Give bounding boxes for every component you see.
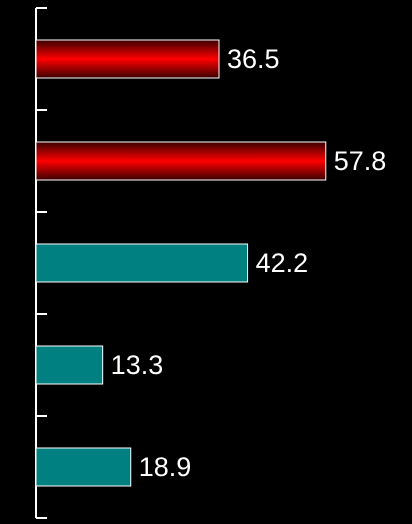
bar bbox=[35, 243, 249, 283]
value-label: 57.8 bbox=[334, 146, 387, 176]
value-label: 13.3 bbox=[111, 350, 164, 380]
bar bbox=[35, 141, 327, 181]
bar bbox=[35, 447, 132, 487]
bar bbox=[35, 345, 104, 385]
bar bbox=[35, 39, 220, 79]
value-label: 18.9 bbox=[139, 452, 192, 482]
value-label: 36.5 bbox=[227, 44, 280, 74]
value-label: 42.2 bbox=[256, 248, 309, 278]
